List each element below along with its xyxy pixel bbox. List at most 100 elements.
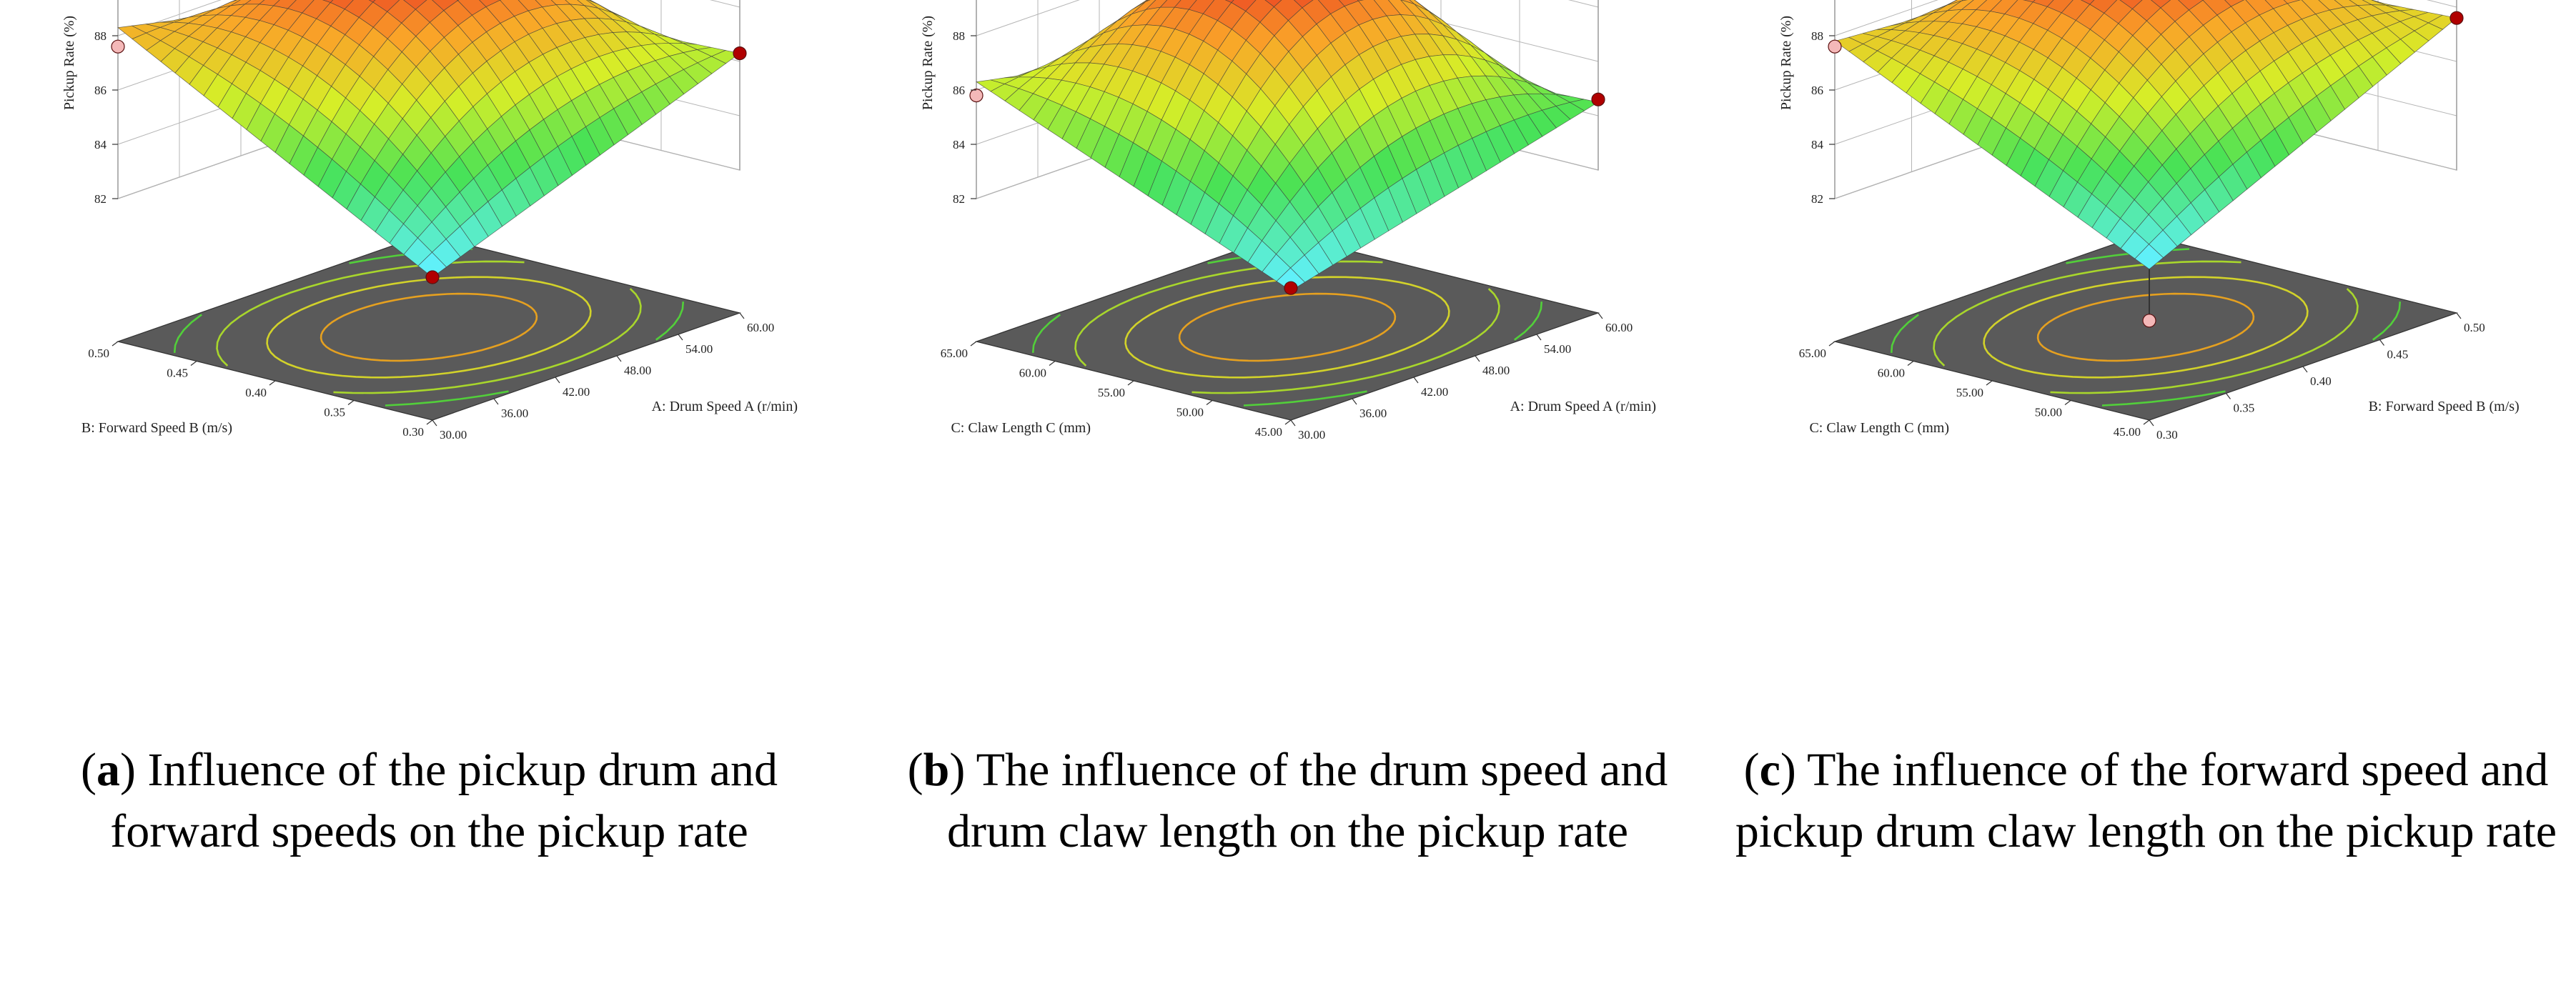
- right-tick-label: 42.00: [1421, 385, 1448, 399]
- contour-line: [1514, 301, 1543, 341]
- right-axis: 30.00 36.00 42.00 48.00 54.00 60.00 A: Drum Sp…: [432, 312, 798, 442]
- design-point: [1828, 39, 1842, 54]
- right-tick-label: 36.00: [501, 407, 528, 420]
- left-tick-mark: [426, 419, 433, 425]
- contour-line: [1031, 314, 1061, 354]
- caption-text-c: The influence of the forward speed and p…: [1735, 744, 2557, 857]
- left-tick-mark: [1284, 419, 1292, 425]
- right-axis: 0.30 0.35 0.40 0.45 0.50 B: Forward Speed B (…: [2149, 312, 2520, 442]
- design-point: [111, 39, 125, 54]
- right-tick-label: 0.50: [2464, 321, 2485, 334]
- surface-cell: [1264, 0, 1282, 8]
- design-point: [2449, 11, 2464, 25]
- contour-line: [333, 288, 642, 394]
- contour-line: [319, 292, 538, 362]
- left-tick-mark: [1206, 400, 1213, 405]
- contour-line: [1124, 276, 1450, 379]
- z-axis-title: Pickup Rate (%): [920, 16, 936, 110]
- left-tick-mark: [112, 341, 119, 347]
- z-tick-label: 82: [94, 192, 106, 206]
- contour-line: [2372, 301, 2402, 341]
- response-surface: [1834, 0, 2457, 270]
- chart-panel-b: 828486889092Pickup Rate (%)30.0036.0042.…: [858, 0, 1717, 1006]
- left-tick-mark: [190, 361, 197, 366]
- left-axis-title: B: Forward Speed B (m/s): [81, 420, 232, 436]
- left-tick-mark: [2064, 400, 2071, 405]
- left-axis: 45.00 50.00 55.00 60.00 65.00 C: Claw Length …: [1799, 341, 2150, 439]
- left-tick-label: 60.00: [1878, 367, 1905, 380]
- surface-plot-a: 828486889092Pickup Rate (%)30.0036.0042.…: [61, 0, 798, 442]
- right-tick-label: 60.00: [1605, 321, 1633, 334]
- z-tick-label: 82: [953, 192, 965, 206]
- right-tick-mark: [493, 398, 499, 405]
- left-tick-label: 55.00: [1956, 386, 1983, 399]
- contour-line: [2101, 390, 2226, 407]
- design-point: [2142, 314, 2156, 328]
- left-tick-label: 0.50: [88, 347, 109, 360]
- contour-line: [2050, 288, 2359, 394]
- right-tick-mark: [739, 312, 745, 319]
- right-tick-mark: [1290, 419, 1296, 427]
- right-tick-mark: [2149, 419, 2154, 427]
- design-point: [425, 270, 440, 284]
- right-tick-label: 54.00: [1544, 342, 1571, 356]
- right-tick-label: 30.00: [440, 428, 467, 442]
- caption-letter-c: c: [1759, 744, 1780, 796]
- caption-text-b: The influence of the drum speed and drum…: [946, 744, 1668, 857]
- right-tick-label: 54.00: [685, 342, 713, 356]
- response-surface: [976, 0, 1599, 292]
- contour-line: [1933, 260, 2241, 367]
- chart-panel-c: 828486889092Pickup Rate (%)0.300.350.400…: [1717, 0, 2575, 1006]
- left-tick-mark: [269, 380, 276, 386]
- left-tick-label: 60.00: [1019, 367, 1046, 380]
- z-axis-title: Pickup Rate (%): [61, 16, 77, 110]
- right-tick-mark: [1475, 355, 1480, 362]
- left-tick-label: 50.00: [2035, 406, 2062, 419]
- left-tick-label: 0.45: [167, 367, 188, 380]
- z-tick-label: 88: [953, 29, 965, 43]
- right-tick-mark: [2379, 339, 2384, 346]
- right-tick-mark: [2456, 312, 2462, 319]
- left-tick-mark: [1828, 341, 1836, 347]
- z-tick-label: 88: [94, 29, 106, 43]
- z-tick-label: 88: [1811, 29, 1823, 43]
- left-axis: 0.30 0.35 0.40 0.45 0.50 B: Forward Speed B (…: [81, 341, 433, 439]
- contour-line: [1983, 276, 2309, 379]
- contour-line: [1178, 292, 1397, 362]
- contour-line: [173, 314, 202, 354]
- surface-cell: [2134, 244, 2164, 270]
- z-axis: 828486889092Pickup Rate (%): [1778, 16, 1835, 206]
- right-tick-mark: [2302, 366, 2308, 373]
- right-tick-label: 48.00: [624, 364, 651, 377]
- right-axis: 30.00 36.00 42.00 48.00 54.00 60.00 A: Drum Sp…: [1290, 312, 1656, 442]
- contour-line: [2036, 292, 2255, 362]
- right-tick-mark: [555, 377, 560, 384]
- caption-a: (a) Influence of the pickup drum and for…: [81, 744, 778, 857]
- left-axis: 45.00 50.00 55.00 60.00 65.00 C: Claw Length …: [941, 341, 1292, 439]
- caption-text-a: Influence of the pickup drum and forward…: [110, 744, 778, 857]
- z-tick-label: 84: [94, 138, 107, 151]
- left-tick-label: 65.00: [1799, 347, 1826, 360]
- left-tick-mark: [1127, 380, 1134, 386]
- chart-panel-a: 828486889092Pickup Rate (%)30.0036.0042.…: [0, 0, 858, 1006]
- z-tick-label: 86: [1811, 84, 1823, 97]
- right-tick-mark: [616, 355, 622, 362]
- z-tick-label: 86: [953, 84, 965, 97]
- caption-c: (c) The influence of the forward speed a…: [1735, 744, 2557, 857]
- right-tick-mark: [1352, 398, 1357, 405]
- right-tick-mark: [2226, 393, 2231, 399]
- contour-line: [1890, 314, 1919, 354]
- z-axis-title: Pickup Rate (%): [1778, 16, 1794, 110]
- left-tick-mark: [1986, 380, 1993, 386]
- surface-cell: [368, 0, 376, 3]
- caption-letter-a: a: [96, 744, 120, 796]
- left-axis-title: C: Claw Length C (mm): [1809, 420, 1949, 436]
- contour-line: [385, 390, 509, 407]
- left-tick-label: 45.00: [2114, 425, 2141, 439]
- surface-plot-b: 828486889092Pickup Rate (%)30.0036.0042.…: [920, 0, 1656, 442]
- contour-line: [1243, 390, 1367, 407]
- left-tick-label: 45.00: [1255, 425, 1282, 439]
- right-tick-mark: [1413, 377, 1419, 384]
- surface-cell: [1276, 267, 1306, 292]
- right-axis-title: B: Forward Speed B (m/s): [2369, 399, 2520, 414]
